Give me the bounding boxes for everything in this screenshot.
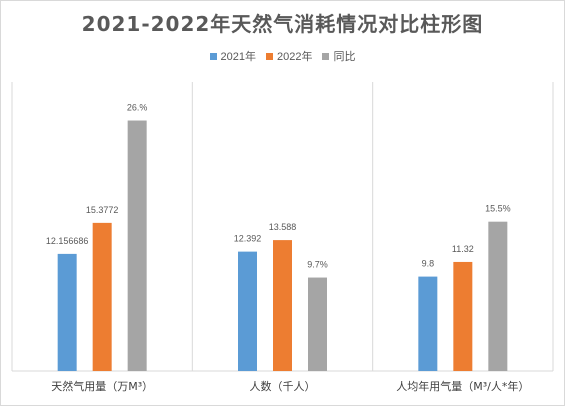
bar-2-2 <box>273 240 292 371</box>
category-label: 人数（千人） <box>250 380 316 393</box>
bar-2-1 <box>92 222 112 371</box>
data-label: 13.588 <box>269 222 297 232</box>
bar-2-3 <box>453 261 473 371</box>
legend-swatch-2021 <box>209 52 217 60</box>
data-label: 11.32 <box>452 244 474 254</box>
legend-item-2021: 2021年 <box>209 48 256 64</box>
legend-item-yoy: 同比 <box>322 48 355 64</box>
data-label: 12.156686 <box>46 236 89 246</box>
bar-1-1 <box>57 253 77 371</box>
data-label: 9.7% <box>307 260 328 270</box>
bar-1-2 <box>238 251 257 371</box>
legend-item-2022: 2022年 <box>266 48 312 64</box>
bar-1-3 <box>418 276 438 371</box>
legend-swatch-2022 <box>266 52 273 60</box>
data-label: 15.3772 <box>86 205 119 215</box>
bar-3-2 <box>308 277 327 371</box>
bar-3-3 <box>488 221 508 371</box>
data-label: 26.% <box>127 103 148 113</box>
category-label: 人均年用气量（M³/人*年） <box>396 379 529 393</box>
legend-swatch-yoy <box>322 52 330 60</box>
chart-legend: 2021年 2022年 同比 <box>0 48 565 64</box>
chart-title: 2021-2022年天然气消耗情况对比柱形图 <box>81 12 484 36</box>
data-label: 15.5% <box>485 204 511 214</box>
bar-3-1 <box>127 120 147 372</box>
legend-label-yoy: 同比 <box>333 51 356 63</box>
legend-label-2021: 2021年 <box>220 51 256 63</box>
data-label: 9.8 <box>422 259 435 269</box>
data-label: 12.392 <box>234 234 262 244</box>
category-label: 天然气用量（万M³） <box>51 379 153 393</box>
legend-label-2022: 2022年 <box>277 51 313 63</box>
